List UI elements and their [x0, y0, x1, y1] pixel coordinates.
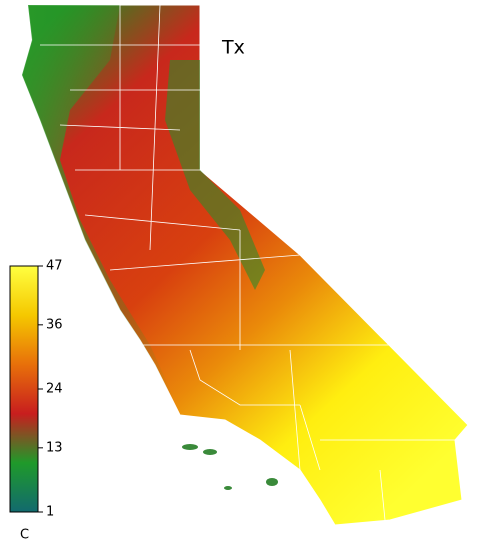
colorbar-tick-label: 24 — [46, 382, 63, 397]
colorbar-tick-label: 47 — [46, 259, 63, 274]
colorbar-scale — [9, 265, 39, 513]
colorbar-tick-label: 13 — [46, 440, 63, 455]
coastal-band — [22, 5, 175, 400]
colorbar-tick-label: 36 — [46, 317, 63, 332]
colorbar-unit: C — [20, 528, 29, 543]
state-map — [21, 4, 470, 526]
map-title: Tx — [221, 37, 245, 59]
colorbar-tick-label: 1 — [46, 505, 54, 520]
county-lines — [40, 4, 470, 521]
colorbar: 47 36 24 13 1 C — [9, 259, 63, 543]
islands — [182, 444, 278, 490]
